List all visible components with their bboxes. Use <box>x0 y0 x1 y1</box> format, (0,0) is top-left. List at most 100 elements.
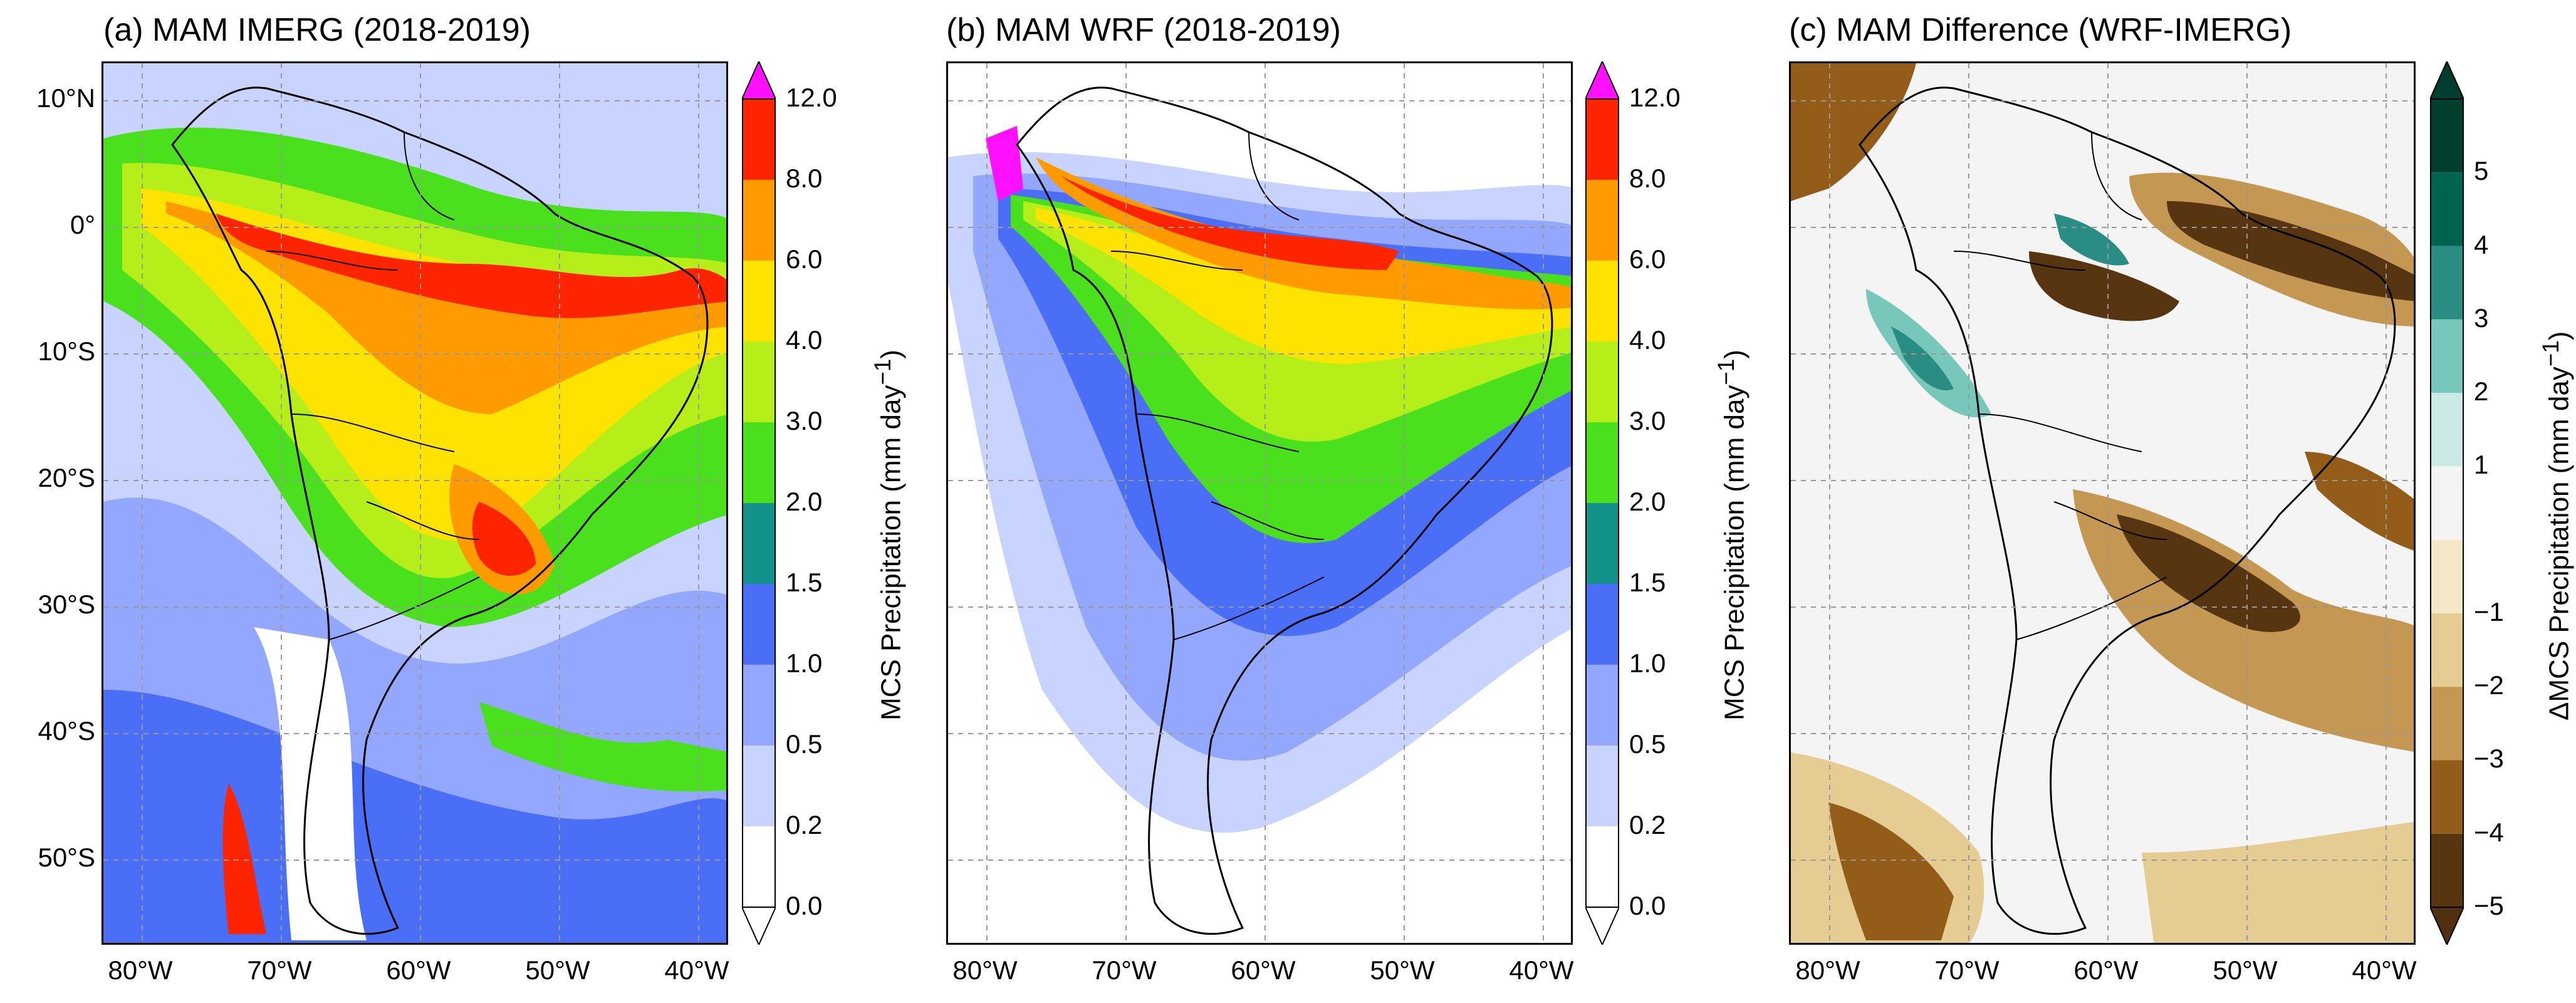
colorbar-tick-label: 8.0 <box>1629 164 1666 194</box>
lat-label-50s: 50°S <box>8 843 95 873</box>
colorbar-extend-max <box>1585 61 1619 99</box>
colorbar-extend-min <box>1585 907 1619 945</box>
lat-label-20s: 20°S <box>8 463 95 493</box>
colorbar-tick-label: 1 <box>2474 450 2488 480</box>
colorbar-segment <box>1585 665 1619 746</box>
colorbar-c-label: ΔMCS Precipitation (mm day−1) <box>2538 331 2575 720</box>
colorbar-tick-label: −2 <box>2474 670 2504 700</box>
colorbar-segment <box>2430 834 2464 907</box>
colorbar-tick-label: 4 <box>2474 230 2488 260</box>
lon-label-c-80w: 80°W <box>1784 955 1872 985</box>
colorbar-segment <box>742 746 776 826</box>
colorbar-tick-label: 3 <box>2474 303 2488 333</box>
colorbar-segment <box>742 341 776 422</box>
colorbar-segment <box>742 180 776 261</box>
colorbar-tick-label: 1.5 <box>1629 568 1666 598</box>
colorbar-tick-label: 0.0 <box>1629 891 1666 921</box>
colorbar-tick-label: 3.0 <box>1629 406 1666 436</box>
lon-label-b-60w: 60°W <box>1219 955 1307 985</box>
colorbar-segment <box>742 584 776 665</box>
colorbar-extend-min <box>2430 907 2464 945</box>
colorbar-tick-label: 6.0 <box>786 244 822 274</box>
lon-label-c-40w: 40°W <box>2340 955 2428 985</box>
lon-label-c-70w: 70°W <box>1923 955 2011 985</box>
colorbar-segment <box>2430 393 2464 466</box>
colorbar-a-label: MCS Precipitation (mm day−1) <box>870 350 907 720</box>
lon-label-a-50w: 50°W <box>514 955 602 985</box>
colorbar-tick-label: 0.2 <box>786 810 822 840</box>
colorbar-segment <box>742 261 776 341</box>
colorbar-a <box>742 61 776 945</box>
lon-label-b-80w: 80°W <box>941 955 1029 985</box>
colorbar-tick-label: −5 <box>2474 891 2504 921</box>
lat-label-0: 0° <box>8 210 95 240</box>
lat-label-30s: 30°S <box>8 590 95 620</box>
colorbar-segment <box>742 826 776 907</box>
colorbar-tick-label: 3.0 <box>786 406 822 436</box>
lat-label-40s: 40°S <box>8 716 95 746</box>
panel-c-title: (c) MAM Difference (WRF-IMERG) <box>1789 11 2292 49</box>
colorbar-segment <box>2430 760 2464 833</box>
panel-a-map <box>102 61 728 945</box>
colorbar-tick-label: 4.0 <box>1629 325 1666 355</box>
panel-c-map <box>1789 61 2416 945</box>
colorbar-segment <box>1585 826 1619 907</box>
colorbar-tick-label: 1.0 <box>786 648 822 678</box>
colorbar-segment <box>1585 746 1619 826</box>
colorbar-tick-label: 0.0 <box>786 891 822 921</box>
colorbar-extend-max <box>742 61 776 99</box>
colorbar-segment <box>1585 584 1619 665</box>
colorbar-segment <box>742 99 776 180</box>
colorbar-tick-label: 2 <box>2474 377 2488 407</box>
colorbar-segment <box>742 422 776 503</box>
colorbar-tick-label: 1.0 <box>1629 648 1666 678</box>
colorbar-tick-label: 4.0 <box>786 325 822 355</box>
colorbar-tick-label: −3 <box>2474 744 2504 774</box>
colorbar-segment <box>2430 687 2464 760</box>
lon-label-c-60w: 60°W <box>2062 955 2150 985</box>
lon-label-a-70w: 70°W <box>236 955 323 985</box>
colorbar-tick-label: 0.5 <box>786 729 822 759</box>
lon-label-b-40w: 40°W <box>1498 955 1585 985</box>
lon-label-a-40w: 40°W <box>653 955 741 985</box>
panel-b-field <box>948 63 1573 945</box>
colorbar-segment <box>1585 261 1619 341</box>
colorbar-tick-label: 2.0 <box>1629 487 1666 517</box>
colorbar-segment <box>2430 172 2464 246</box>
colorbar-segment <box>1585 180 1619 261</box>
colorbar-c <box>2430 61 2464 945</box>
colorbar-tick-label: 2.0 <box>786 487 822 517</box>
lon-label-c-50w: 50°W <box>2201 955 2289 985</box>
colorbar-tick-label: 1.5 <box>786 568 822 598</box>
lat-label-10n: 10°N <box>8 83 95 113</box>
colorbar-segment <box>2430 99 2464 172</box>
colorbar-b-label: MCS Precipitation (mm day−1) <box>1713 350 1751 720</box>
colorbar-segment <box>1585 341 1619 422</box>
colorbar-tick-label: −4 <box>2474 818 2504 848</box>
panel-c-field <box>1791 63 2416 945</box>
colorbar-b <box>1585 61 1619 945</box>
colorbar-tick-label: 6.0 <box>1629 244 1666 274</box>
colorbar-segment <box>1585 99 1619 180</box>
colorbar-tick-label: 12.0 <box>1629 83 1681 113</box>
colorbar-tick-label: −1 <box>2474 597 2504 627</box>
panel-a-field <box>103 63 728 945</box>
colorbar-extend-max <box>2430 61 2464 99</box>
colorbar-segment <box>2430 466 2464 539</box>
lon-label-a-60w: 60°W <box>375 955 462 985</box>
colorbar-segment <box>2430 320 2464 393</box>
lat-label-10s: 10°S <box>8 336 95 366</box>
colorbar-segment <box>2430 246 2464 320</box>
lon-label-b-50w: 50°W <box>1358 955 1446 985</box>
lon-label-a-80w: 80°W <box>96 955 184 985</box>
colorbar-tick-label: 8.0 <box>786 164 822 194</box>
colorbar-segment <box>742 503 776 584</box>
lon-label-b-70w: 70°W <box>1080 955 1168 985</box>
colorbar-segment <box>1585 422 1619 503</box>
colorbar-segment <box>2430 613 2464 687</box>
colorbar-segment <box>742 665 776 746</box>
colorbar-tick-label: 5 <box>2474 156 2488 186</box>
panel-b-map <box>946 61 1573 945</box>
colorbar-tick-label: 12.0 <box>786 83 837 113</box>
panel-b-title: (b) MAM WRF (2018-2019) <box>946 11 1341 49</box>
